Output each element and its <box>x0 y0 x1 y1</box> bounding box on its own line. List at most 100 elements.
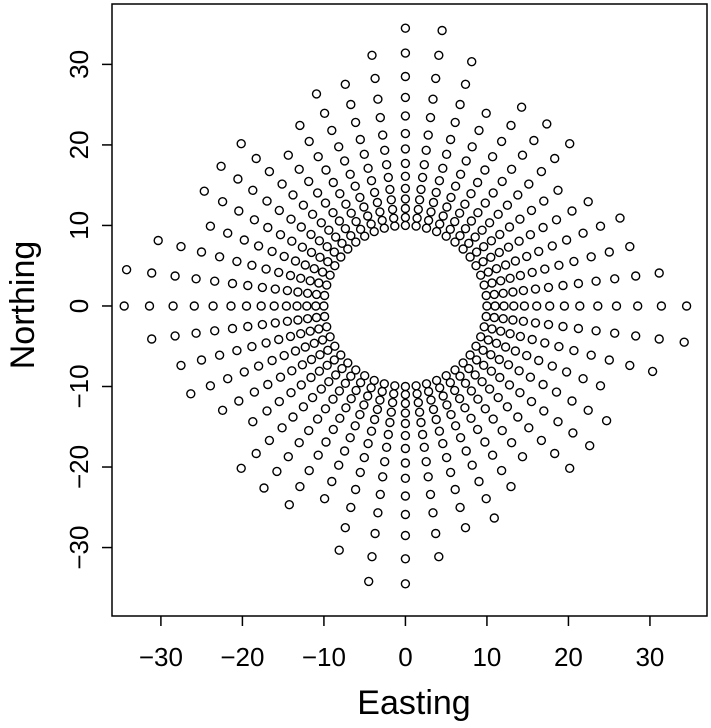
data-point <box>515 214 525 224</box>
data-point <box>517 150 528 160</box>
data-point <box>370 528 380 539</box>
data-point <box>400 430 411 441</box>
data-point <box>679 337 689 347</box>
data-point <box>286 214 296 224</box>
data-point <box>400 389 411 400</box>
data-point <box>320 198 331 208</box>
data-point <box>304 465 314 476</box>
data-point <box>340 223 351 234</box>
data-point <box>319 108 330 119</box>
data-point <box>311 301 321 311</box>
data-point <box>525 229 536 240</box>
data-point <box>222 374 233 384</box>
data-point <box>431 414 441 425</box>
data-point <box>575 301 585 311</box>
data-point <box>243 280 253 291</box>
x-axis: −30 −20 −10 0 10 20 30 <box>139 616 664 672</box>
data-point <box>270 318 280 328</box>
data-point <box>322 280 332 290</box>
data-point <box>400 418 411 429</box>
data-point <box>390 381 400 391</box>
data-point <box>426 207 436 217</box>
data-point <box>441 149 452 160</box>
data-point <box>297 360 308 370</box>
data-point <box>450 484 460 495</box>
data-point <box>241 301 252 311</box>
data-point <box>504 380 515 390</box>
data-point <box>488 188 498 198</box>
data-point <box>481 108 491 119</box>
data-point <box>121 265 132 275</box>
data-point <box>360 371 370 381</box>
data-point <box>412 389 422 399</box>
data-point <box>345 433 355 443</box>
data-point <box>442 202 452 212</box>
data-point <box>400 491 411 501</box>
data-point <box>270 284 280 294</box>
data-point <box>450 421 461 431</box>
data-point <box>480 437 490 447</box>
data-point <box>400 171 411 182</box>
data-point <box>381 442 392 452</box>
data-point <box>478 345 488 355</box>
data-point <box>450 216 460 227</box>
data-point <box>416 184 426 195</box>
data-point <box>484 384 495 394</box>
data-point <box>539 406 549 416</box>
data-point <box>316 384 326 394</box>
data-point <box>497 176 507 187</box>
data-point <box>372 197 383 208</box>
data-point <box>460 378 471 388</box>
data-point <box>489 289 499 300</box>
y-tick-label: 30 <box>64 50 94 79</box>
data-point <box>331 370 341 380</box>
data-point <box>547 361 557 371</box>
data-point <box>527 267 537 278</box>
data-point <box>341 403 351 413</box>
data-point <box>176 360 186 371</box>
data-point <box>543 282 554 293</box>
data-point <box>249 387 260 397</box>
data-point <box>274 396 284 407</box>
data-point <box>654 268 664 278</box>
data-point <box>312 414 323 424</box>
data-point <box>350 117 361 128</box>
data-point <box>428 508 438 518</box>
data-point <box>522 350 532 361</box>
data-point <box>385 184 395 195</box>
x-axis-label: Easting <box>357 684 470 722</box>
data-point <box>290 256 301 266</box>
data-point <box>585 441 595 451</box>
data-point <box>503 360 514 370</box>
data-point <box>279 350 289 361</box>
data-point <box>191 328 201 338</box>
data-point <box>309 264 319 274</box>
data-point <box>450 237 460 247</box>
data-point <box>515 270 526 281</box>
data-point <box>421 457 431 467</box>
data-point <box>239 367 250 377</box>
data-point <box>343 358 353 368</box>
data-point <box>583 405 593 415</box>
data-point <box>191 274 201 284</box>
data-point <box>366 426 377 436</box>
data-point <box>554 341 564 352</box>
data-point <box>421 223 432 233</box>
data-point <box>324 225 334 235</box>
data-point <box>275 372 286 382</box>
data-point <box>294 164 304 175</box>
data-point <box>529 135 539 146</box>
data-point <box>314 278 324 288</box>
data-point <box>325 270 335 280</box>
data-point <box>247 341 257 352</box>
data-point <box>216 161 226 172</box>
data-point <box>316 218 326 228</box>
data-point <box>450 385 460 396</box>
data-point <box>454 394 465 404</box>
data-point <box>466 188 476 199</box>
data-point <box>442 400 452 410</box>
data-point <box>339 446 350 456</box>
data-point <box>510 346 521 356</box>
data-point <box>319 301 329 311</box>
data-point <box>297 242 308 252</box>
